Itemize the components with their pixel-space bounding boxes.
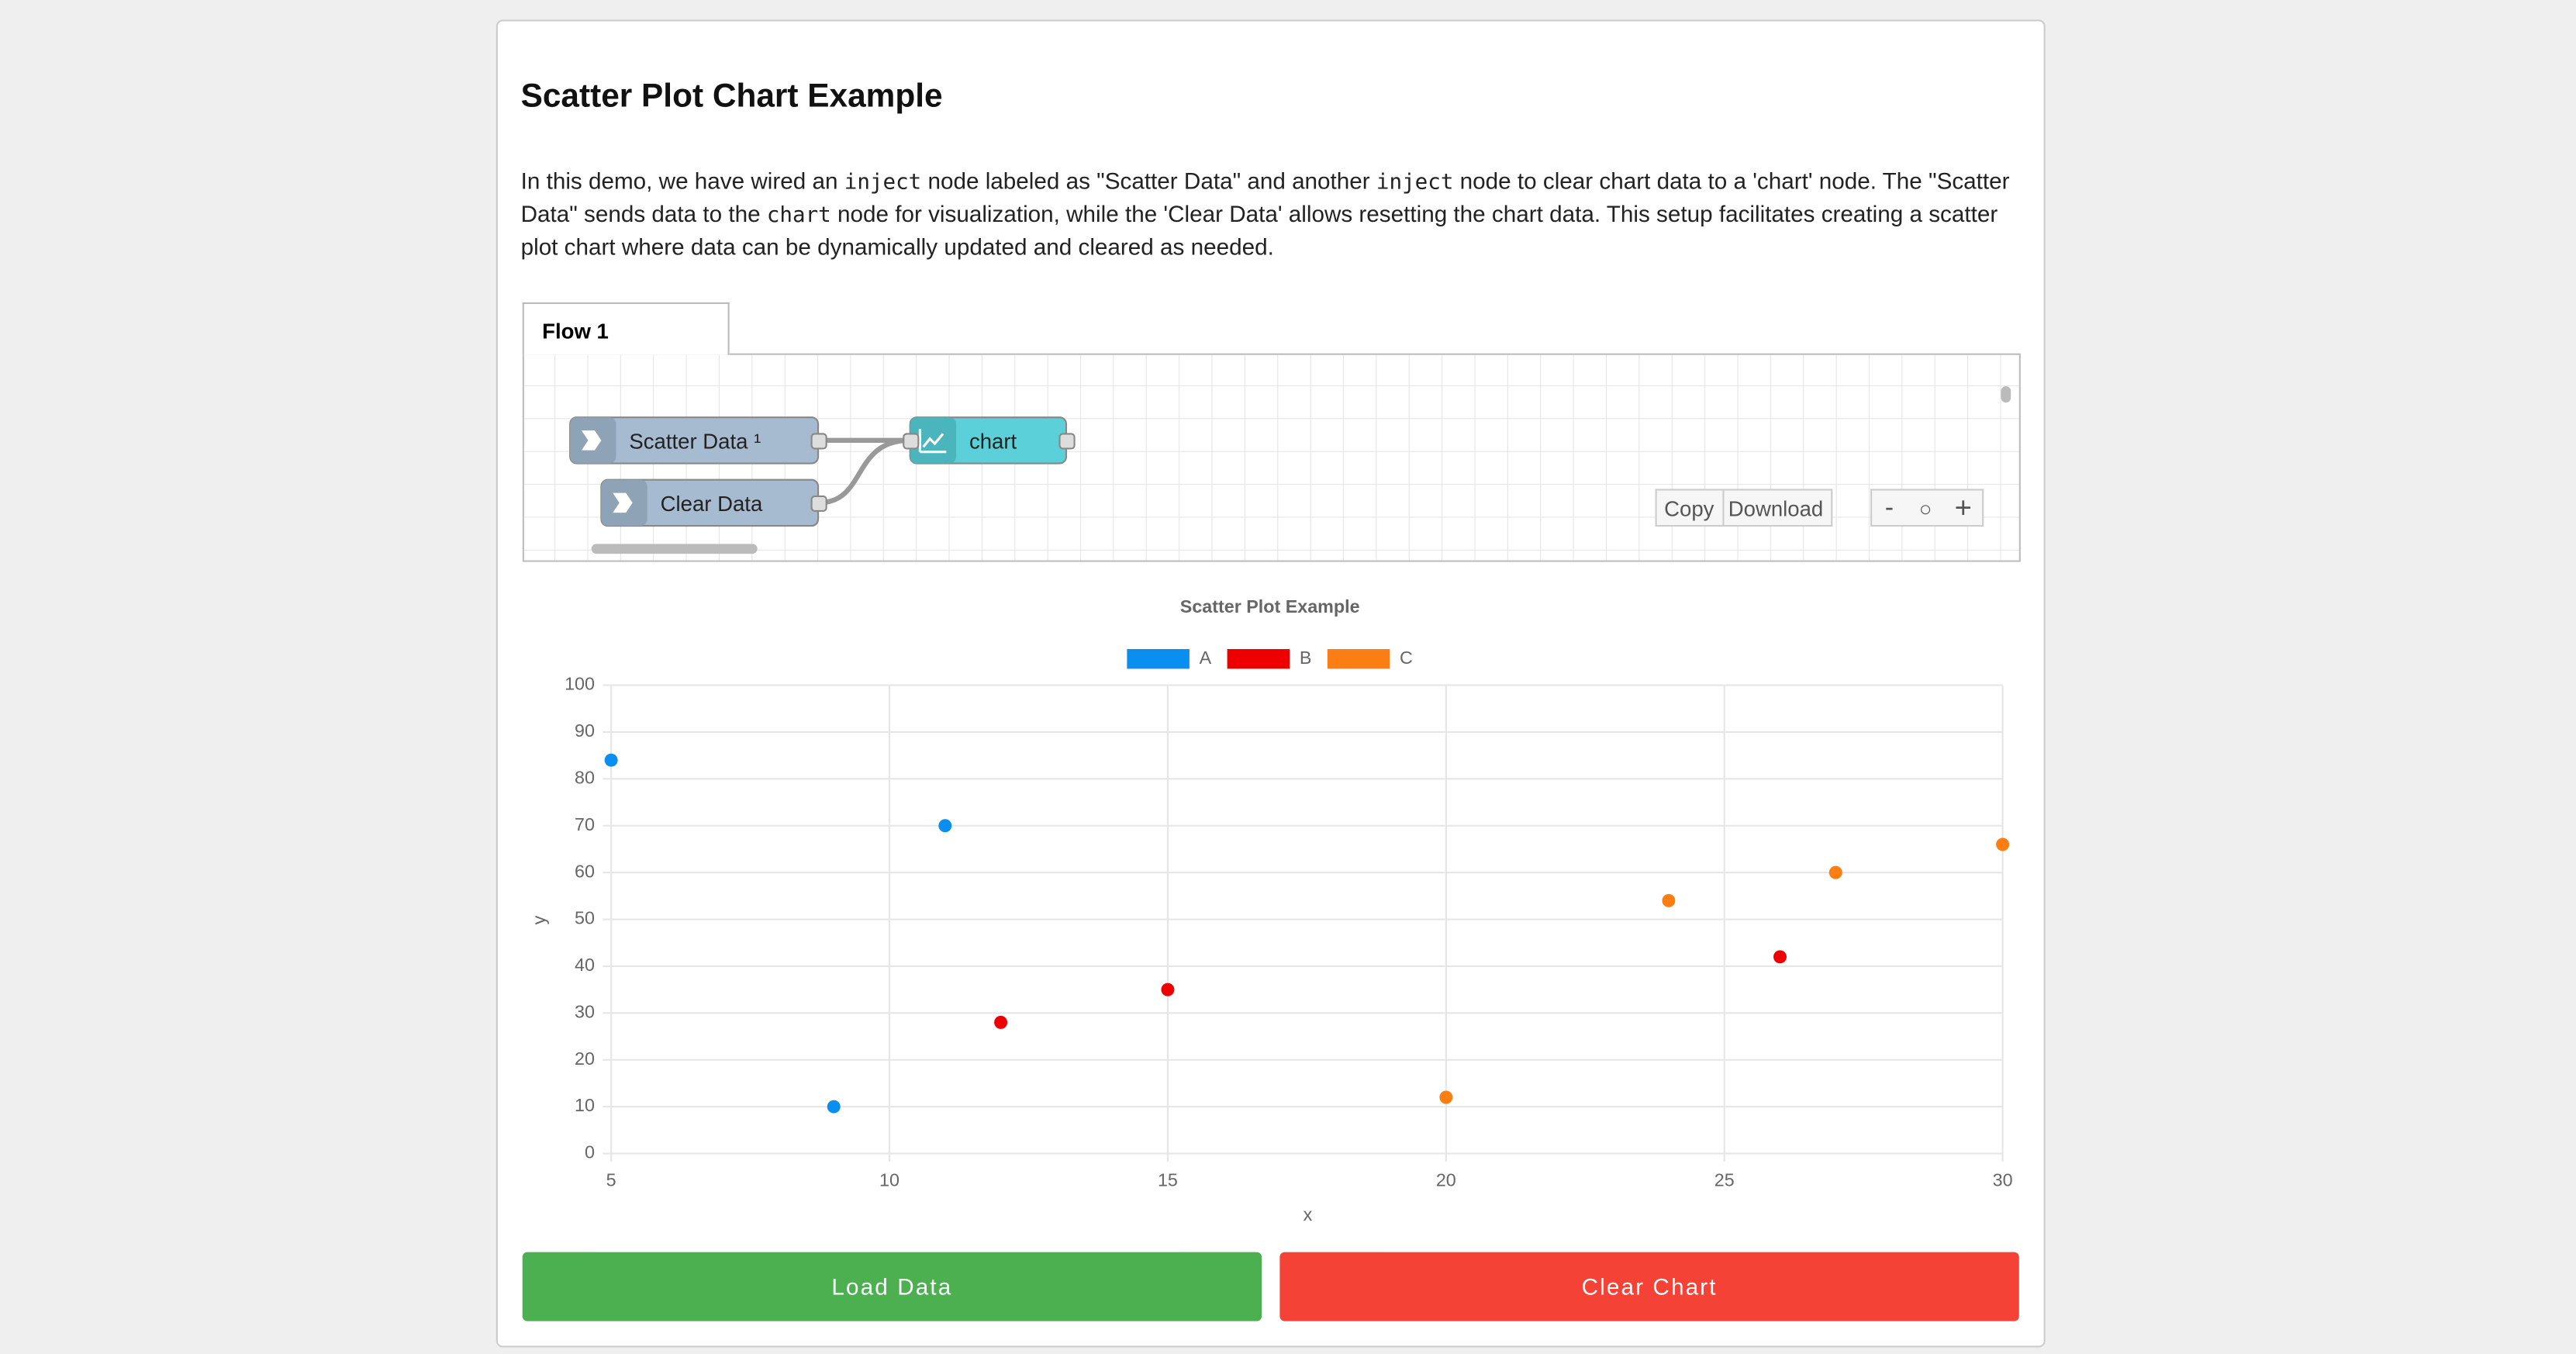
node[interactable]: Scatter Data ¹ — [569, 416, 827, 465]
node-label: Clear Data — [661, 492, 763, 516]
point — [604, 753, 618, 767]
scrollbar[interactable] — [2001, 385, 2011, 403]
legend-label: A — [1200, 648, 1212, 668]
y-tick-label: 50 — [575, 908, 595, 928]
zoom-out[interactable]: - — [1885, 492, 1894, 522]
zoom-reset[interactable]: ○ — [1919, 496, 1932, 520]
point — [994, 1015, 1008, 1029]
node-label: chart — [969, 429, 1017, 453]
y-tick-label: 100 — [565, 674, 595, 694]
scrollbar[interactable] — [591, 544, 758, 554]
zoom-in[interactable]: + — [1955, 491, 1972, 524]
y-tick-label: 10 — [575, 1095, 595, 1115]
point — [1161, 983, 1175, 997]
inline-code: inject — [844, 171, 922, 196]
text: In this demo, we have wired an — [520, 168, 844, 195]
card — [496, 19, 2046, 1348]
node-label: Scatter Data ¹ — [629, 429, 761, 453]
y-tick-label: 20 — [575, 1048, 595, 1069]
x-tick-label: 25 — [1714, 1170, 1735, 1190]
y-tick-label: 30 — [575, 1001, 595, 1021]
y-axis-label: y — [529, 915, 549, 924]
toolbar — [1655, 489, 1833, 527]
flow-canvas: Scatter Data ¹ Clear Data chart Copy Dow… — [522, 353, 2021, 562]
point — [938, 819, 952, 833]
legend-swatch — [1327, 648, 1390, 669]
point — [1773, 950, 1787, 964]
zoom-bar — [1870, 489, 1984, 527]
legend-label: B — [1300, 648, 1312, 668]
y-tick-label: 0 — [585, 1142, 595, 1162]
point — [1996, 838, 2010, 851]
x-tick-label: 30 — [1993, 1170, 2013, 1190]
y-tick-label: 80 — [575, 768, 595, 788]
text: node to clear chart data to a 'chart' no… — [520, 168, 2010, 227]
y-tick-label: 60 — [575, 861, 595, 881]
inline-code: chart — [766, 203, 831, 229]
legend-swatch — [1127, 648, 1190, 669]
chart: Scatter Plot Example x y 0 10 20 30 40 50 60 70… — [529, 596, 2013, 1224]
x-tick-label: 10 — [879, 1170, 900, 1190]
legend-label: C — [1400, 648, 1413, 668]
x-tick-label: 20 — [1436, 1170, 1456, 1190]
x-tick-label: 5 — [606, 1170, 616, 1190]
description: In this demo, we have wired an inject no… — [521, 166, 2016, 263]
point — [1662, 893, 1676, 907]
text: node for visualization, while the 'Clear… — [520, 200, 1998, 260]
wire — [817, 437, 910, 506]
node[interactable]: Clear Data — [600, 478, 827, 527]
x-axis-label: x — [1304, 1204, 1313, 1224]
download-button[interactable]: Download — [1728, 496, 1823, 520]
x-tick-label: 15 — [1158, 1170, 1178, 1190]
point — [1828, 865, 1842, 879]
y-tick-label: 40 — [575, 955, 595, 975]
inline-code: inject — [1376, 171, 1454, 196]
point — [827, 1100, 841, 1114]
node[interactable]: chart — [903, 416, 1076, 465]
load-button[interactable]: Load Data — [522, 1252, 1262, 1321]
y-tick-label: 70 — [575, 814, 595, 834]
title: Scatter Plot Chart Example — [520, 78, 943, 116]
y-tick-label: 90 — [575, 720, 595, 741]
point — [1439, 1090, 1453, 1104]
clear-button[interactable]: Clear Chart — [1279, 1252, 2019, 1321]
flow-tab[interactable]: Flow 1 — [522, 302, 730, 355]
chart-title: Scatter Plot Example — [1180, 596, 1360, 617]
legend-swatch — [1227, 648, 1290, 669]
copy-button[interactable]: Copy — [1664, 496, 1714, 520]
text: node labeled as "Scatter Data" and anoth… — [921, 168, 1376, 195]
